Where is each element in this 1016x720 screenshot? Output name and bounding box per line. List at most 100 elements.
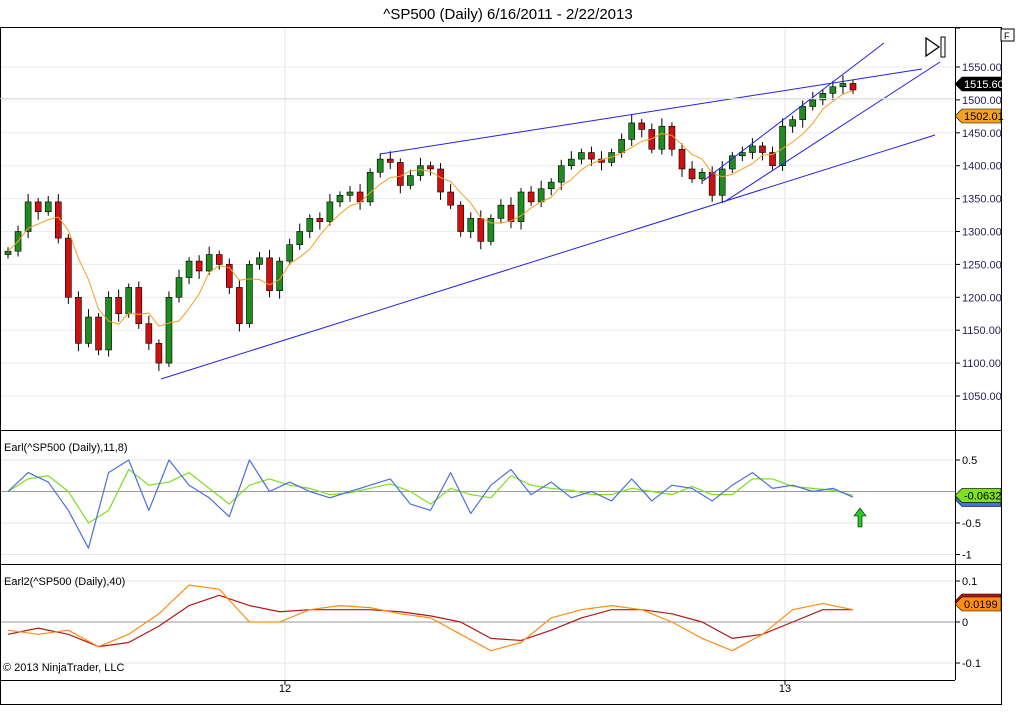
series-earl-line [7, 459, 854, 549]
candle-up [658, 125, 666, 150]
candle-down [638, 122, 646, 130]
candle-up [24, 201, 32, 232]
candle-up [749, 145, 756, 153]
candle-down [215, 254, 223, 265]
earl2-panel-label: Earl2(^SP500 (Daily),40) [4, 576, 125, 588]
candle-up [698, 171, 706, 180]
copyright-text: © 2013 NinjaTrader, LLC [3, 662, 124, 674]
candle-up [568, 158, 575, 166]
candle-up [376, 158, 384, 173]
x-tick-label: 13 [779, 683, 791, 695]
candle-up [85, 316, 92, 344]
sma-line [7, 90, 854, 327]
series-earl2-line [7, 584, 854, 652]
y-tick-label: 1450.00 [962, 128, 1002, 140]
candle-up [779, 125, 786, 167]
candle-up [578, 152, 585, 160]
candle-down [34, 201, 42, 213]
candle-up [618, 139, 625, 153]
candle-up [205, 254, 213, 272]
y-tick-label: 1100.00 [962, 358, 1001, 370]
earl-value-label: -0.0632 [964, 490, 1001, 502]
y-tick-label: 1200.00 [962, 292, 1002, 304]
candle-down [195, 260, 203, 272]
candle-up [407, 175, 414, 186]
grid [0, 28, 955, 680]
candle-up [799, 106, 807, 120]
candle-up [789, 119, 796, 127]
end-bar-icon [940, 36, 946, 58]
candle-down [769, 152, 776, 166]
candle-up [497, 204, 505, 219]
candle-up [547, 181, 555, 190]
price-panel [4, 42, 941, 380]
candle-up [336, 195, 344, 203]
f-button-label: F [1004, 31, 1010, 41]
candle-up [4, 250, 12, 255]
scroll-to-end-button[interactable] [925, 36, 946, 58]
y-tick-label: 1550.00 [962, 62, 1002, 74]
candle-down [226, 264, 233, 288]
candle-down [849, 83, 857, 91]
series-signal-line [7, 594, 853, 648]
y-tick-label: 1250.00 [962, 259, 1002, 271]
candle-up [44, 201, 52, 213]
chart-frame [0, 27, 1002, 705]
candle-down [386, 158, 394, 163]
sma-value-label: 1502.01 [964, 111, 1004, 123]
candle-up [739, 152, 746, 157]
candle-up [366, 171, 374, 203]
candle-down [54, 201, 62, 239]
last-price-label: 1515.60 [964, 79, 1004, 91]
trendline [160, 134, 936, 380]
candle-down [95, 316, 102, 351]
candle-down [588, 152, 595, 160]
series-signal-line [7, 468, 854, 524]
candle-down [437, 168, 444, 193]
play-end-icon [925, 36, 941, 58]
y-tick-label: 0.5 [962, 455, 977, 467]
trendline [702, 42, 885, 182]
candle-down [65, 237, 72, 298]
candle-down [457, 204, 464, 232]
candle-down [236, 287, 243, 324]
earl2-panel [0, 584, 955, 652]
candle-up [246, 264, 253, 324]
candle-down [427, 165, 434, 170]
up-arrow-icon [853, 507, 867, 528]
candle-up [537, 188, 545, 203]
y-tick-label: 0.1 [962, 576, 977, 588]
candle-up [517, 191, 525, 222]
y-tick-label: 1150.00 [962, 325, 1001, 337]
y-tick-label: 1350.00 [962, 194, 1002, 206]
candle-down [266, 257, 273, 292]
y-tick-label: 1400.00 [962, 161, 1002, 173]
y-tick-label: 0 [962, 617, 968, 629]
candle-down [507, 204, 515, 222]
candle-up [326, 201, 334, 222]
candle-up [296, 231, 304, 245]
earl2-value-label: 0.0199 [964, 599, 998, 611]
candle-down [688, 168, 696, 180]
candle-down [155, 343, 163, 364]
candle-up [628, 122, 635, 140]
candle-up [819, 93, 827, 101]
candle-up [185, 260, 193, 278]
f-button[interactable]: F [1000, 28, 1015, 42]
x-tick-label: 12 [279, 683, 291, 695]
candle-up [467, 218, 475, 232]
y-tick-label: -1 [962, 550, 972, 562]
candle-up [487, 218, 495, 242]
candle-up [276, 260, 283, 292]
sma-value-label-bg [954, 108, 1002, 124]
candle-up [165, 296, 173, 364]
y-tick-label: 1050.00 [962, 391, 1002, 403]
candle-up [728, 155, 736, 170]
earl-value-label-bg [954, 488, 1002, 503]
candle-up [286, 244, 293, 262]
trendline [723, 61, 941, 203]
y-tick-label: -0.1 [962, 658, 981, 670]
candle-up [829, 86, 837, 94]
candle-down [678, 148, 686, 170]
